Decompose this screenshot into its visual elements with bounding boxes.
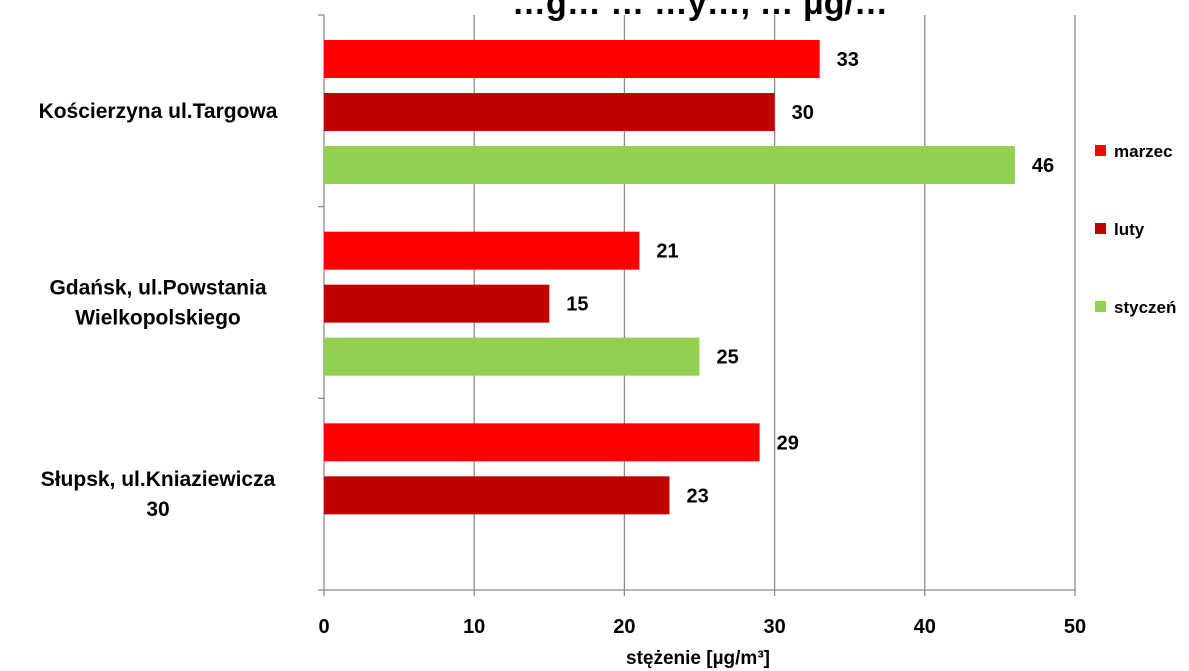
legend-swatch-styczeń bbox=[1095, 301, 1106, 312]
category-label: Słupsk, ul.Kniaziewicza bbox=[41, 468, 276, 491]
legend-swatch-marzec bbox=[1095, 145, 1106, 156]
data-label-marzec-0: 33 bbox=[837, 49, 859, 71]
bar-marzec-2 bbox=[324, 423, 760, 462]
x-tick-label-30: 30 bbox=[763, 616, 785, 638]
data-label-luty-2: 23 bbox=[686, 485, 708, 507]
x-tick-label-50: 50 bbox=[1064, 616, 1086, 638]
legend: marzec luty styczeń bbox=[1095, 142, 1176, 317]
x-axis-title: stężenie [µg/m³] bbox=[626, 648, 770, 669]
x-tick-labels: 0 10 20 30 40 50 bbox=[318, 616, 1086, 638]
x-tick-label-20: 20 bbox=[613, 616, 635, 638]
legend-label-luty: luty bbox=[1114, 220, 1145, 239]
bar-styczeń-1 bbox=[324, 337, 700, 376]
chart-title: …g… … …y…, … μg/… bbox=[512, 0, 888, 22]
data-label-styczeń-1: 25 bbox=[717, 347, 739, 369]
bar-marzec-1 bbox=[324, 231, 640, 270]
x-tick-label-10: 10 bbox=[463, 616, 485, 638]
legend-label-marzec: marzec bbox=[1114, 142, 1173, 161]
category-labels: Kościerzyna ul.Targowa Gdańsk, ul.Powstan… bbox=[39, 100, 278, 521]
category-label: Wielkopolskiego bbox=[75, 307, 241, 330]
legend-swatch-luty bbox=[1095, 223, 1106, 234]
x-tick-label-40: 40 bbox=[914, 616, 936, 638]
bars bbox=[324, 40, 1015, 515]
data-label-luty-1: 15 bbox=[566, 294, 588, 316]
data-label-styczeń-0: 46 bbox=[1032, 155, 1054, 177]
bar-marzec-0 bbox=[324, 40, 820, 78]
data-label-luty-0: 30 bbox=[792, 102, 814, 124]
bar-luty-2 bbox=[324, 476, 670, 515]
data-labels: 33 30 46 21 15 25 29 23 bbox=[566, 49, 1054, 507]
legend-label-styczeń: styczeń bbox=[1114, 298, 1176, 317]
category-label: 30 bbox=[146, 498, 169, 521]
category-label: Gdańsk, ul.Powstania bbox=[49, 277, 266, 300]
data-label-marzec-2: 29 bbox=[777, 432, 799, 454]
category-label: Kościerzyna ul.Targowa bbox=[39, 100, 278, 123]
x-tick-label-0: 0 bbox=[318, 616, 329, 638]
data-label-marzec-1: 21 bbox=[656, 241, 678, 263]
bar-luty-1 bbox=[324, 284, 550, 323]
bar-styczeń-0 bbox=[324, 146, 1015, 184]
bar-luty-0 bbox=[324, 93, 775, 131]
